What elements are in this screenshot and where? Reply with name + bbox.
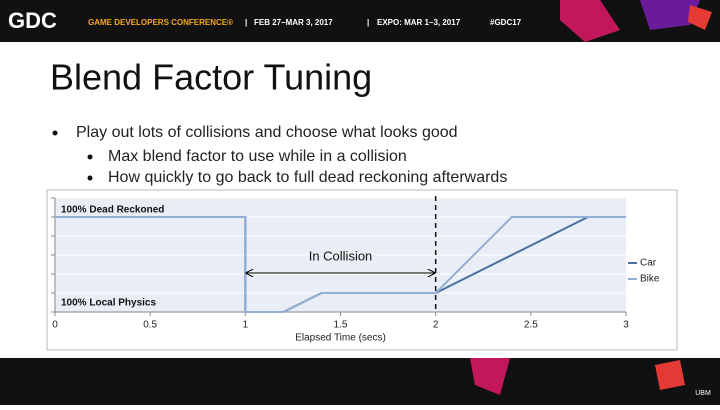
footer-bar	[0, 358, 720, 405]
decor	[655, 360, 685, 390]
bullet	[52, 130, 58, 136]
hashtag: #GDC17	[490, 18, 522, 27]
legend-label: Bike	[640, 274, 660, 285]
bottom-label: 100% Local Physics	[61, 298, 156, 309]
bullet-text: How quickly to go back to full dead reck…	[108, 169, 507, 186]
expo: EXPO: MAR 1–3, 2017	[377, 18, 461, 27]
decor	[688, 5, 712, 30]
legend-label: Car	[640, 258, 657, 269]
collision-label: In Collision	[309, 248, 373, 263]
chart: 0 0.5 1 1.5 2 2.5 3 Elapsed Time (secs) Car Bike I…	[51, 196, 660, 344]
x-tick-label: 0	[52, 320, 58, 331]
slide-title: Blend Factor Tuning	[50, 57, 372, 98]
bullet-text: Max blend factor to use while in a colli…	[108, 148, 407, 165]
bullet	[87, 175, 93, 181]
x-tick-label: 0.5	[143, 320, 157, 331]
x-tick-label: 3	[623, 320, 629, 331]
bullet-text: Play out lots of collisions and choose w…	[76, 124, 458, 141]
x-tick-label: 1.5	[334, 320, 348, 331]
conference: GAME DEVELOPERS CONFERENCE®	[88, 18, 233, 27]
bullet	[87, 154, 93, 160]
top-label: 100% Dead Reckoned	[61, 205, 164, 216]
separator: |	[367, 18, 369, 27]
separator: |	[245, 18, 247, 27]
dates: FEB 27–MAR 3, 2017	[254, 18, 333, 27]
decor	[560, 0, 620, 42]
x-tick-label: 2.5	[524, 320, 538, 331]
x-axis-label: Elapsed Time (secs)	[295, 333, 386, 344]
footer-logo: UBM	[695, 390, 711, 397]
x-tick-label: 1	[243, 320, 249, 331]
series-line	[55, 216, 626, 313]
decor	[470, 358, 510, 395]
x-tick-label: 2	[433, 320, 439, 331]
logo: GDC	[8, 8, 57, 33]
decor	[640, 0, 700, 30]
